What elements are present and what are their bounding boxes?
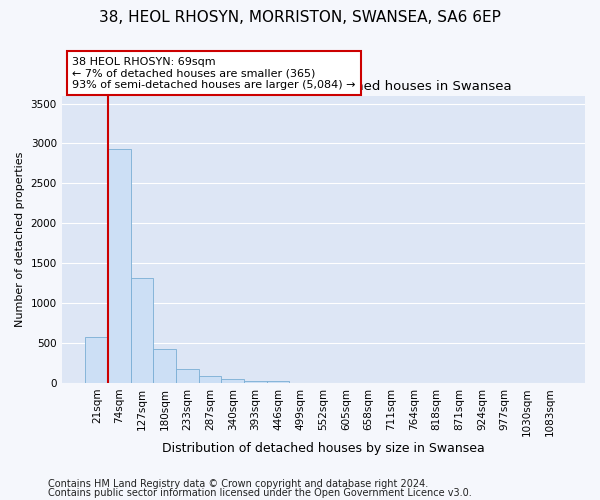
Text: 38, HEOL RHOSYN, MORRISTON, SWANSEA, SA6 6EP: 38, HEOL RHOSYN, MORRISTON, SWANSEA, SA6… [99, 10, 501, 25]
Text: Contains public sector information licensed under the Open Government Licence v3: Contains public sector information licen… [48, 488, 472, 498]
Bar [85, 338, 108, 383]
Text: Contains HM Land Registry data © Crown copyright and database right 2024.: Contains HM Land Registry data © Crown c… [48, 479, 428, 489]
Bar [244, 380, 266, 383]
X-axis label: Distribution of detached houses by size in Swansea: Distribution of detached houses by size … [162, 442, 485, 455]
Bar [154, 350, 176, 383]
Bar [108, 149, 131, 383]
Bar [221, 378, 244, 383]
Bar [176, 369, 199, 383]
Bar [131, 278, 154, 383]
Text: 38 HEOL RHOSYN: 69sqm
← 7% of detached houses are smaller (365)
93% of semi-deta: 38 HEOL RHOSYN: 69sqm ← 7% of detached h… [72, 56, 356, 90]
Title: Size of property relative to detached houses in Swansea: Size of property relative to detached ho… [135, 80, 512, 93]
Bar [266, 382, 289, 383]
Y-axis label: Number of detached properties: Number of detached properties [15, 152, 25, 327]
Bar [199, 376, 221, 383]
